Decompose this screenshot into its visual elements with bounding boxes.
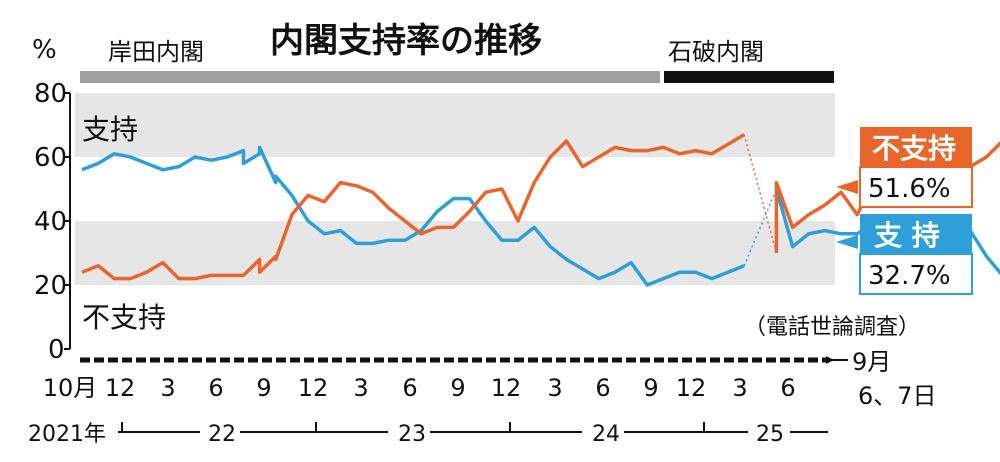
end-label-month: 9月: [852, 348, 891, 376]
year-label-22: 22: [208, 422, 236, 447]
badge-label-support: 支 持: [874, 219, 940, 252]
support-line-segment-1: [81, 145, 745, 287]
x-tick-label: 10月: [43, 374, 98, 402]
end-badge-support: 支 持 32.7%: [836, 214, 973, 295]
x-tick-label: 12: [298, 374, 329, 402]
end-badge-disapprove: 不支持 51.6%: [836, 127, 973, 208]
x-tick-label: 3: [732, 374, 747, 402]
era-label-kishida: 岸田内閣: [108, 38, 204, 66]
transition-link-support: [743, 188, 778, 267]
year-label-24: 24: [592, 422, 620, 447]
x-tick-label: 6: [780, 374, 795, 402]
x-axis-end-arrow: [826, 356, 848, 364]
era-kishida: 岸田内閣: [80, 38, 660, 83]
x-tick-label: 9: [450, 374, 465, 402]
x-tick-label: 6: [208, 374, 223, 402]
x-tick-label: 12: [105, 374, 136, 402]
badge-pointer-support: [836, 235, 858, 249]
x-month-ticks: 10月 12 3 6 9 12 3 6 9 12 3 6 9 12 3 6: [43, 374, 796, 402]
y-tick-label: 60: [34, 143, 67, 173]
x-tick-label: 12: [491, 374, 522, 402]
era-bar-kishida: [80, 71, 660, 83]
year-label-23: 23: [398, 422, 426, 447]
x-tick-label: 3: [160, 374, 175, 402]
year-label-2021: 2021年: [28, 422, 106, 447]
badge-pointer-disapprove: [836, 180, 858, 194]
x-year-row: 2021年 22 23 24 25: [28, 422, 828, 447]
x-tick-label: 9: [643, 374, 658, 402]
y-tick-label: 20: [34, 271, 67, 301]
grid-band-20-40: [75, 221, 835, 285]
badge-box-disapprove: [859, 166, 973, 208]
transition-link-disapprove: [743, 134, 778, 254]
era-bar-ishiba: [664, 71, 834, 83]
y-tick-label: 40: [34, 207, 67, 237]
grid-bands: [75, 93, 835, 285]
era-ishiba: 石破内閣: [664, 38, 834, 83]
badge-box-support: [859, 253, 973, 295]
end-label-days: 6、7日: [858, 382, 937, 410]
chart-title: 内閣支持率の推移: [270, 21, 542, 61]
inline-label-disapprove: 不支持: [82, 301, 166, 334]
badge-head-disapprove: [860, 127, 972, 167]
arrow-head: [826, 356, 834, 364]
x-tick-label: 3: [353, 374, 368, 402]
y-unit: %: [32, 35, 57, 65]
x-tick-label: 9: [256, 374, 271, 402]
y-ticks: 80 60 40 20 0: [34, 79, 70, 365]
x-tick-label: 6: [402, 374, 417, 402]
badge-head-support: [860, 214, 972, 254]
disapprove-line-segment-1: [81, 133, 745, 281]
badge-label-disapprove: 不支持: [872, 132, 956, 165]
survey-note: （電話世論調査）: [744, 315, 920, 340]
grid-band-60-80: [75, 93, 835, 157]
x-tick-label: 6: [595, 374, 610, 402]
y-tick-label: 0: [48, 335, 65, 365]
era-label-ishiba: 石破内閣: [668, 38, 764, 66]
x-tick-label: 3: [547, 374, 562, 402]
badge-value-support: 32.7%: [868, 261, 951, 291]
year-label-25: 25: [756, 422, 784, 447]
y-tick-label: 80: [34, 79, 67, 109]
x-tick-label: 12: [676, 374, 707, 402]
inline-label-support: 支持: [82, 113, 138, 146]
badge-value-disapprove: 51.6%: [868, 174, 951, 204]
